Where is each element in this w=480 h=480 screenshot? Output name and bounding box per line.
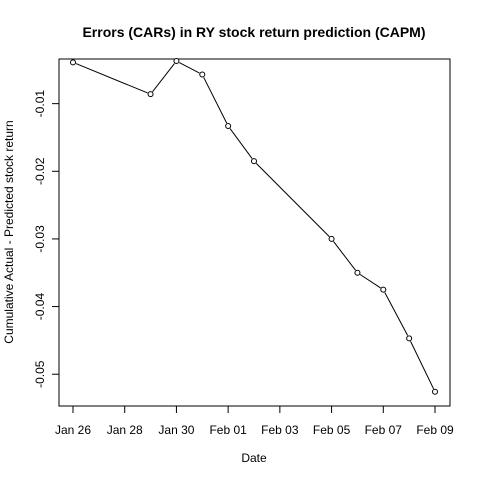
data-point: [147, 91, 154, 98]
data-point: [432, 388, 438, 395]
data-point: [70, 59, 76, 66]
series-line-segment: [203, 77, 228, 124]
series-line-segment: [359, 274, 381, 289]
x-tick-label: Feb 03: [261, 423, 299, 437]
y-axis-label: Cumulative Actual - Predicted stock retu…: [2, 120, 16, 343]
x-tick-label: Jan 30: [158, 423, 194, 437]
series-line-segment: [384, 292, 409, 336]
x-tick-label: Feb 05: [313, 423, 351, 437]
series-line-segment: [333, 241, 356, 271]
series-line-segment: [229, 128, 253, 159]
series-line-segment: [179, 62, 200, 74]
data-point: [173, 58, 180, 65]
data-point: [199, 71, 206, 78]
data-point: [406, 335, 413, 342]
data-point: [251, 158, 257, 165]
x-axis: Jan 26 Jan 28 Jan 30 Feb 01 Feb 03 Feb 05 Feb …: [55, 405, 454, 437]
y-tick-label: -0.04: [33, 293, 47, 321]
x-tick-label: Jan 28: [107, 423, 143, 437]
y-tick-label: -0.01: [33, 90, 47, 118]
data-point: [380, 286, 387, 293]
data-point: [328, 235, 335, 242]
x-tick-label: Feb 01: [209, 423, 247, 437]
plot-box: [58, 58, 451, 407]
data-series: [70, 58, 438, 395]
y-tick-label: -0.02: [33, 157, 47, 185]
x-tick-label: Feb 09: [416, 423, 454, 437]
x-tick-label: Jan 26: [55, 423, 91, 437]
y-tick-label: -0.05: [33, 360, 47, 388]
x-axis-label: Date: [241, 451, 267, 465]
y-tick-label: -0.03: [33, 225, 47, 253]
series-line-segment: [75, 63, 148, 94]
series-line-segment: [410, 341, 435, 390]
x-tick-label: Feb 07: [365, 423, 403, 437]
data-point: [354, 269, 361, 276]
series-line-segment: [255, 163, 330, 238]
data-point: [225, 122, 232, 129]
y-axis: -0.01 -0.02 -0.03 -0.04 -0.05: [33, 90, 60, 388]
series-line-segment: [152, 63, 175, 92]
chart-title: Errors (CARs) in RY stock return predict…: [82, 24, 425, 40]
